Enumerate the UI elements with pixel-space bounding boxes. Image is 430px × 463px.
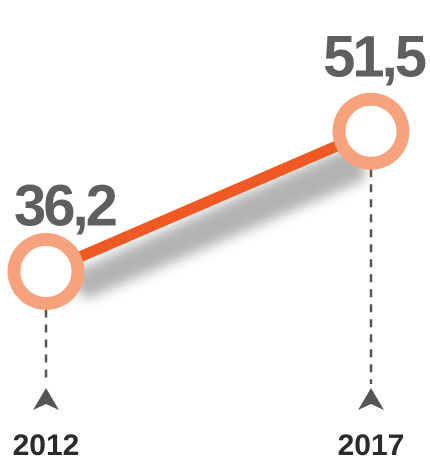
series-line-shadow <box>66 141 366 300</box>
series-line <box>40 125 377 277</box>
shadow-layer <box>66 141 366 300</box>
line-layer <box>40 125 377 277</box>
guides-layer <box>33 169 384 410</box>
data-point-2017 <box>332 92 410 170</box>
data-label-2012: 36,2 <box>14 174 116 239</box>
guide-arrow-icon <box>33 388 59 410</box>
x-tick-label-2012: 2012 <box>13 429 80 462</box>
guide-arrow-icon <box>358 388 384 410</box>
marker-layer <box>7 92 410 310</box>
label-layer: 2012 2017 36,2 51,5 <box>13 24 429 462</box>
data-label-2017: 51,5 <box>323 24 426 89</box>
data-point-2012 <box>7 233 85 310</box>
x-tick-label-2017: 2017 <box>338 429 405 462</box>
